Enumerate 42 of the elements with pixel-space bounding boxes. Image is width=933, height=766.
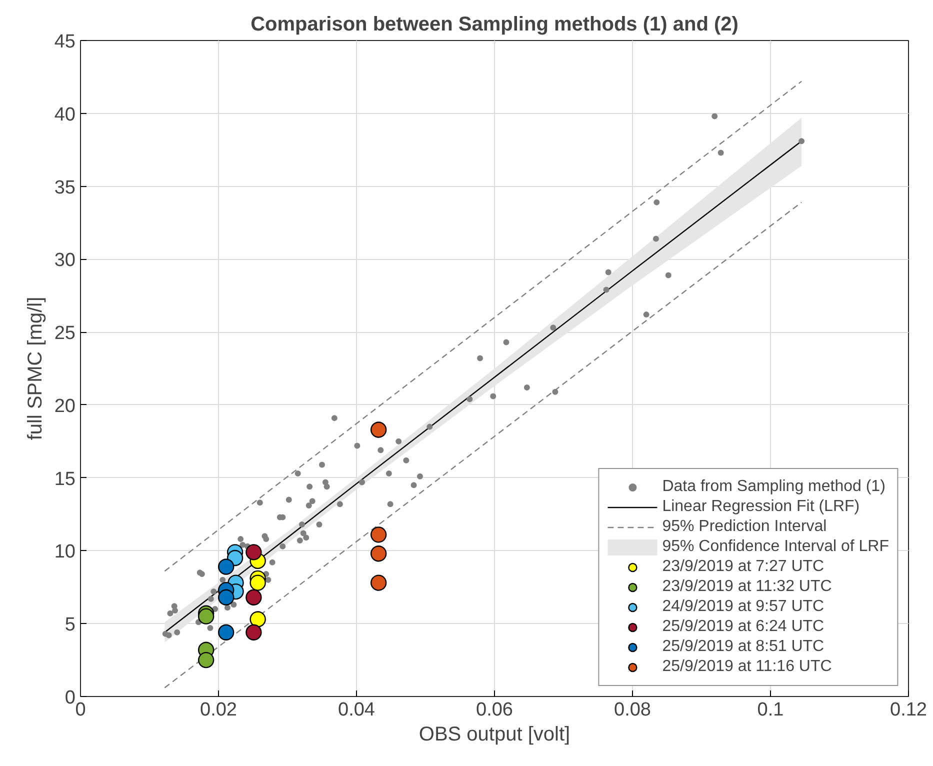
- point: [246, 624, 262, 640]
- legend-label: 95% Prediction Interval: [662, 517, 827, 537]
- point: [250, 611, 266, 628]
- point: [370, 546, 387, 562]
- point: [370, 574, 387, 591]
- legend-label: 23/9/2019 at 11:32 UTC: [662, 577, 832, 597]
- legend-label: 23/9/2019 at 7:27 UTC: [662, 557, 824, 577]
- legend-label: Data from Sampling method (1): [662, 477, 886, 497]
- legend-label: 25/9/2019 at 6:24 UTC: [662, 617, 824, 637]
- y-tick-label: 30: [54, 250, 76, 272]
- y-tick-label: 5: [64, 614, 76, 636]
- annotation: 95% Confidence Interval of LRF: [662, 537, 889, 557]
- x-tick-label: 0.04: [338, 700, 376, 720]
- point: [370, 526, 387, 543]
- x-axis-title: OBS output [volt]: [418, 724, 570, 746]
- legend-label: 25/9/2019 at 8:51 UTC: [662, 637, 824, 657]
- point: [198, 608, 214, 624]
- point: [250, 574, 266, 591]
- legend-label: 25/9/2019 at 11:16 UTC: [662, 657, 832, 677]
- x-tick-label: 0.12: [890, 700, 927, 720]
- y-tick-label: 35: [54, 177, 76, 198]
- y-tick-label: 20: [54, 396, 76, 417]
- point: [198, 652, 214, 668]
- point: [246, 544, 262, 560]
- legend-label: Linear Regression Fit (LRF): [662, 497, 860, 517]
- point: [218, 624, 234, 640]
- x-tick-label: 0.06: [476, 700, 513, 720]
- y-tick-label: 25: [54, 323, 76, 344]
- point: [218, 558, 234, 575]
- y-axis-title: full SPMC [mg/l]: [24, 296, 46, 440]
- chart-title: Comparison between Sampling methods (1) and (2): [250, 14, 738, 36]
- y-tick-label: 40: [54, 104, 76, 126]
- point: [370, 422, 387, 438]
- point: [218, 589, 234, 606]
- x-tick-label: 0.08: [614, 700, 651, 720]
- x-tick-label: 0.02: [200, 700, 237, 720]
- point: [246, 589, 262, 606]
- y-tick-label: 10: [54, 542, 76, 563]
- legend-label: 24/9/2019 at 9:57 UTC: [662, 597, 824, 617]
- x-tick-label: 0.1: [757, 700, 784, 720]
- y-tick-label: 45: [54, 32, 76, 52]
- y-tick-label: 15: [54, 468, 76, 490]
